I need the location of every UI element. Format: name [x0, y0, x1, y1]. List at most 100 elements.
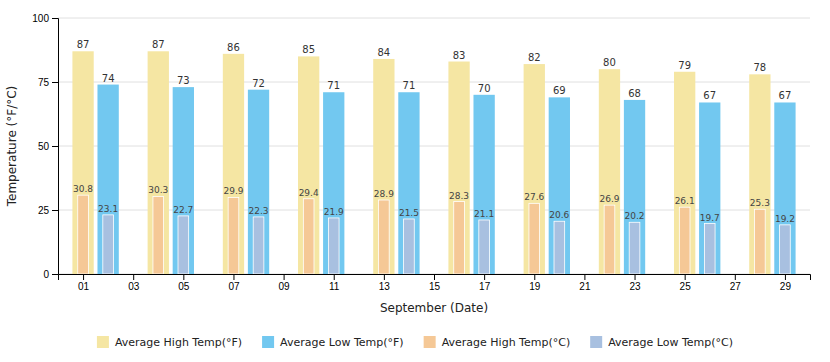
data-label: 20.2: [625, 211, 645, 221]
tick: 13: [379, 274, 391, 292]
data-label: 85: [302, 44, 315, 55]
series: [97, 85, 795, 274]
bar: [323, 92, 344, 274]
bar: [298, 56, 319, 274]
data-label: 29.9: [223, 186, 243, 196]
tick-label: 17: [479, 281, 491, 292]
grid-line: [58, 82, 810, 83]
data-label: 28.9: [374, 189, 394, 199]
legend-swatch: [424, 336, 436, 348]
tick-label: 05: [178, 281, 190, 292]
bar: [97, 85, 118, 274]
tick: 0: [43, 269, 58, 280]
data-label: 86: [227, 42, 240, 53]
legend-swatch: [97, 336, 109, 348]
tick: 21: [579, 274, 591, 292]
data-label: 80: [603, 57, 616, 68]
bar: [473, 95, 494, 274]
tick: 25: [38, 205, 58, 216]
bar: [624, 100, 645, 274]
tick-label: 50: [38, 141, 50, 152]
grid: [58, 18, 810, 274]
bar: [755, 209, 766, 274]
data-label: 29.4: [299, 188, 319, 198]
tick-label: 25: [38, 205, 50, 216]
legend-item: Average High Temp(°F): [97, 336, 242, 349]
data-label: 28.3: [449, 191, 469, 201]
data-label: 71: [327, 80, 340, 91]
bar: [78, 195, 89, 274]
bar: [749, 74, 770, 274]
tick: 11: [329, 274, 340, 292]
bar: [599, 69, 620, 274]
legend-label: Average High Temp(°C): [442, 336, 571, 349]
data-label: 20.6: [549, 210, 569, 220]
data-label: 19.7: [700, 213, 720, 223]
tick-label: 19: [529, 281, 541, 292]
bar: [774, 102, 795, 274]
tick: 03: [128, 274, 140, 292]
tick-label: 27: [730, 281, 742, 292]
bars: [72, 51, 795, 274]
bar: [524, 64, 545, 274]
data-label: 22.7: [173, 205, 193, 215]
tick-mark: [584, 274, 585, 280]
data-label: 68: [628, 88, 641, 99]
tick-mark: [534, 274, 535, 280]
data-label: 69: [553, 85, 566, 96]
tick: 05: [178, 274, 190, 292]
bar: [704, 224, 715, 274]
axis-line: [59, 275, 811, 281]
bar: [529, 203, 540, 274]
data-label: 78: [753, 62, 766, 73]
bar: [629, 222, 640, 274]
y-axis-title: Temperature (°F/°C): [5, 86, 19, 208]
data-label: 72: [252, 78, 265, 89]
tick-label: 15: [429, 281, 441, 292]
bar: [103, 215, 114, 274]
tick: 25: [680, 274, 692, 292]
series: [72, 51, 770, 274]
data-label: 27.6: [524, 192, 544, 202]
bar: [448, 62, 469, 274]
tick-mark: [785, 274, 786, 280]
legend-item: Average Low Temp(°F): [262, 336, 404, 349]
tick-mark: [484, 274, 485, 280]
data-label: 83: [453, 50, 466, 61]
grid-line: [58, 146, 810, 147]
data-label: 74: [102, 73, 115, 84]
bar: [379, 200, 390, 274]
bar: [253, 217, 264, 274]
tick: 50: [38, 141, 58, 152]
bar: [554, 221, 565, 274]
tick-label: 0: [43, 269, 49, 280]
tick: 17: [479, 274, 491, 292]
bar: [373, 59, 394, 274]
tick-mark: [334, 274, 335, 280]
data-label: 84: [377, 47, 390, 58]
tick-mark: [284, 274, 285, 280]
series: [78, 195, 765, 274]
data-label: 30.3: [148, 185, 168, 195]
tick-label: 29: [780, 281, 792, 292]
data-label: 70: [478, 83, 491, 94]
data-label: 73: [177, 75, 190, 86]
data-label: 30.8: [73, 184, 93, 194]
data-label: 67: [703, 90, 716, 101]
tick-mark: [384, 274, 385, 280]
data-label: 21.5: [399, 208, 419, 218]
tick-mark: [635, 274, 636, 280]
tick: 27: [730, 274, 742, 292]
bar: [479, 220, 490, 274]
data-labels: 8787868584838280797874737271717069686767…: [73, 39, 795, 224]
tick: 01: [78, 274, 90, 292]
bar: [398, 92, 419, 274]
legend-item: Average Low Temp(°C): [590, 336, 733, 349]
tick-label: 75: [38, 77, 50, 88]
bar: [674, 72, 695, 274]
data-label: 23.1: [98, 204, 118, 214]
tick-label: 03: [128, 281, 140, 292]
data-label: 82: [528, 52, 541, 63]
data-label: 87: [152, 39, 165, 50]
tick: 15: [429, 274, 441, 292]
